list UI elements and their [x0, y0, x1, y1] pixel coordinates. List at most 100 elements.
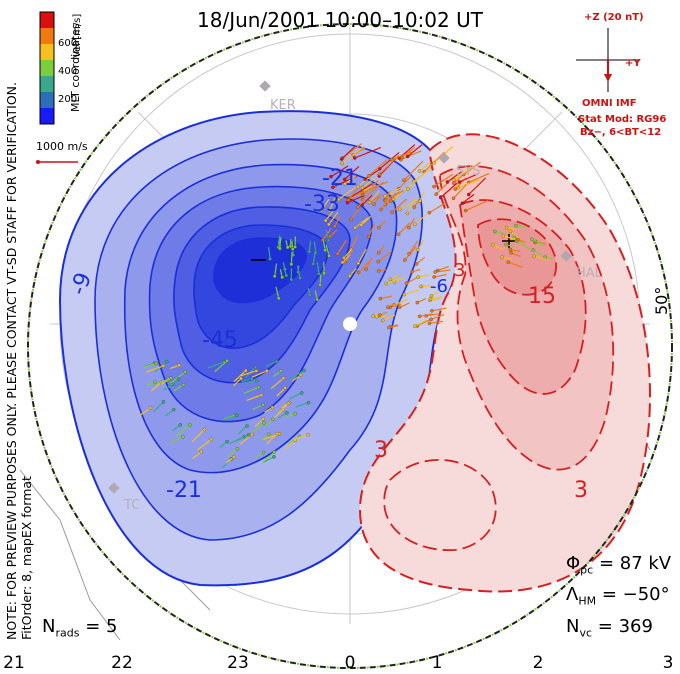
vector-origin: [402, 178, 406, 183]
hm-boundary: [27, 23, 673, 669]
velocity-vector: [510, 230, 520, 239]
velocity-vector: [197, 438, 212, 451]
velocity-vector: [344, 165, 360, 180]
vector-origin: [388, 277, 393, 282]
vector-origin: [284, 273, 289, 278]
velocity-vector: [192, 451, 202, 460]
vector-origin: [318, 283, 322, 287]
colorbar-segment: [40, 60, 54, 77]
vector-origin: [376, 251, 381, 255]
vector-origin: [306, 432, 310, 437]
velocity-vector: [419, 191, 425, 202]
velocity-vector: [362, 179, 380, 196]
vector-origin: [353, 225, 357, 230]
vector-origin: [327, 254, 331, 258]
reference-vector: [36, 160, 78, 164]
vector-origin: [256, 385, 261, 390]
vector-origin: [386, 305, 390, 309]
velocity-vector: [419, 161, 432, 172]
vector-origin: [413, 222, 417, 227]
vector-origin: [308, 293, 312, 297]
vector-origin: [154, 361, 158, 366]
velocity-vector: [418, 274, 430, 278]
vector-origin: [346, 198, 351, 202]
vector-origin: [161, 400, 166, 404]
velocity-vector: [325, 244, 330, 257]
velocity-vector: [170, 371, 186, 384]
vector-origin: [285, 411, 289, 415]
vector-origin: [315, 297, 319, 302]
colorbar-segment: [40, 44, 54, 61]
vector-origin: [275, 431, 280, 436]
vector-origin: [178, 423, 183, 427]
vector-origin: [202, 427, 207, 432]
vector-origin: [322, 271, 326, 276]
stat-model: Stat Mod: RG96: [578, 114, 667, 125]
velocity-vector: [173, 384, 184, 392]
vector-origin: [432, 161, 436, 165]
vector-origin: [317, 271, 321, 276]
velocity-vector: [320, 198, 330, 211]
vector-origin: [171, 407, 176, 412]
mlt-tick-2: 2: [532, 653, 544, 673]
vector-origin: [403, 258, 407, 262]
vector-origin: [397, 305, 402, 310]
velocity-vector: [245, 380, 257, 385]
vector-origin: [272, 455, 276, 459]
vector-origin: [356, 270, 361, 275]
fit-order-line: FitOrder: 8, mapEX format: [19, 476, 34, 640]
velocity-vector: [364, 168, 381, 180]
velocity-vector: [274, 263, 278, 277]
vector-origin: [239, 376, 243, 381]
velocity-vector: [369, 190, 380, 203]
velocity-vector: [361, 194, 373, 206]
vector-origin: [327, 222, 331, 227]
velocity-vector: [416, 256, 426, 265]
imf-dial: [576, 28, 640, 92]
vector-origin: [340, 161, 344, 166]
station-label: SYS: [456, 164, 481, 179]
colorbar-frame: [39, 11, 55, 125]
preview-note-line1: NOTE: FOR PREVIEW PURPOSES ONLY. PLEASE …: [4, 82, 19, 640]
vector-origin: [367, 173, 371, 178]
velocity-vector: [233, 370, 247, 383]
vector-origin: [504, 225, 509, 230]
velocity-vector: [380, 198, 389, 210]
vector-origin: [245, 424, 249, 428]
mlt-tick-23: 23: [227, 653, 249, 673]
vector-origin: [235, 447, 240, 451]
vector-origin: [342, 256, 346, 260]
velocity-vector: [350, 208, 361, 220]
vector-origin: [289, 262, 294, 266]
velocity-vector: [368, 223, 376, 237]
velocity-vector: [325, 209, 335, 221]
velocity-vector: [343, 248, 353, 259]
velocity-vector: [252, 404, 264, 411]
mlt-tick-1: 1: [431, 653, 443, 673]
mlt-tick-21: 21: [3, 653, 25, 673]
hm-boundary-latitude: ΛHM = −50°: [566, 584, 670, 608]
map-title: 18/Jun/2001 10:00–10:02 UT: [197, 8, 483, 32]
vector-origin: [177, 363, 181, 367]
velocity-vector: [254, 418, 264, 427]
latitude-label: 50°: [652, 286, 671, 315]
velocity-vector: [392, 181, 415, 200]
vector-origin: [398, 207, 402, 212]
vector-origin: [298, 276, 302, 280]
contour-label: -21: [166, 478, 202, 503]
velocity-vector: [354, 217, 369, 229]
velocity-vector: [295, 402, 309, 408]
vector-origin: [400, 155, 404, 159]
velocity-vector: [265, 361, 278, 368]
colorbar-segment: [40, 12, 54, 29]
velocity-vector: [150, 381, 162, 392]
velocity-vector: [288, 369, 305, 381]
vector-origin: [452, 178, 456, 182]
vector-origin: [427, 321, 432, 326]
contour-label: 15: [528, 284, 556, 309]
vector-origin: [281, 376, 286, 380]
vector-origin: [360, 190, 364, 195]
pole-marker: [343, 317, 357, 331]
vector-origin: [169, 376, 173, 380]
vector-origin: [396, 232, 401, 237]
